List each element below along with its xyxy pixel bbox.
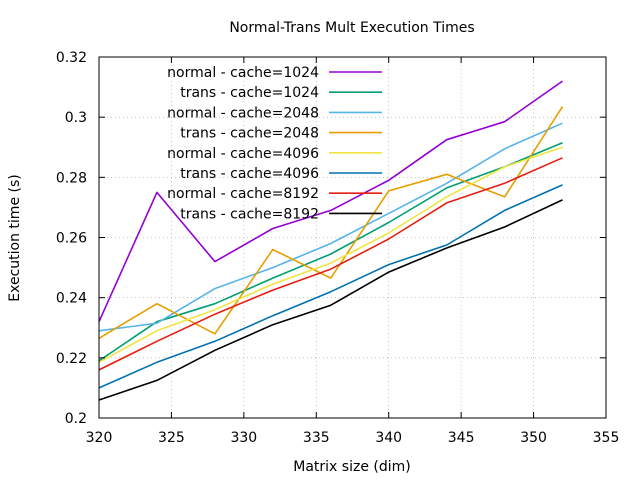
x-axis-title: Matrix size (dim) [293,459,410,475]
y-tick-label: 0.24 [56,291,87,307]
x-tick-label: 355 [593,430,620,446]
legend-label: normal - cache=8192 [167,186,319,202]
series-lines [98,80,564,401]
y-tick-label: 0.26 [56,231,87,247]
series-line-3 [98,122,563,332]
y-tick-label: 0.32 [56,50,87,66]
legend-label: normal - cache=1024 [167,65,319,81]
series-line-8 [98,199,563,401]
x-tick-label: 330 [230,430,257,446]
legend-label: trans - cache=1024 [180,85,319,101]
x-tick-label: 340 [375,430,402,446]
series-line-1 [98,80,563,323]
legend: normal - cache=1024 trans - cache=1024 nor… [167,65,382,222]
chart-title: Normal-Trans Mult Execution Times [229,20,474,36]
legend-label: normal - cache=2048 [167,105,319,121]
series-line-7 [98,157,563,371]
series-line-6 [98,184,563,389]
x-tick-label: 320 [86,430,113,446]
series-line-2 [98,141,563,362]
x-tick-label: 345 [448,430,475,446]
series-line-4 [98,106,564,339]
y-axis-title: Execution time (s) [7,174,23,301]
y-tick-label: 0.22 [56,351,87,367]
legend-label: trans - cache=4096 [180,166,319,182]
y-tick-label: 0.3 [65,110,87,126]
legend-label: trans - cache=8192 [180,206,319,222]
axis-ticks: 320 325 330 335 340 345 350 355 0.2 0.22 0.24 0.26 0… [56,50,620,446]
x-tick-label: 335 [303,430,330,446]
x-tick-label: 350 [520,430,547,446]
y-tick-label: 0.28 [56,170,87,186]
y-tick-label: 0.2 [65,411,87,427]
legend-label: normal - cache=4096 [167,146,319,162]
series-line-5 [98,146,563,364]
legend-label: trans - cache=2048 [180,126,319,142]
grid-lines [99,57,606,418]
x-tick-label: 325 [158,430,185,446]
